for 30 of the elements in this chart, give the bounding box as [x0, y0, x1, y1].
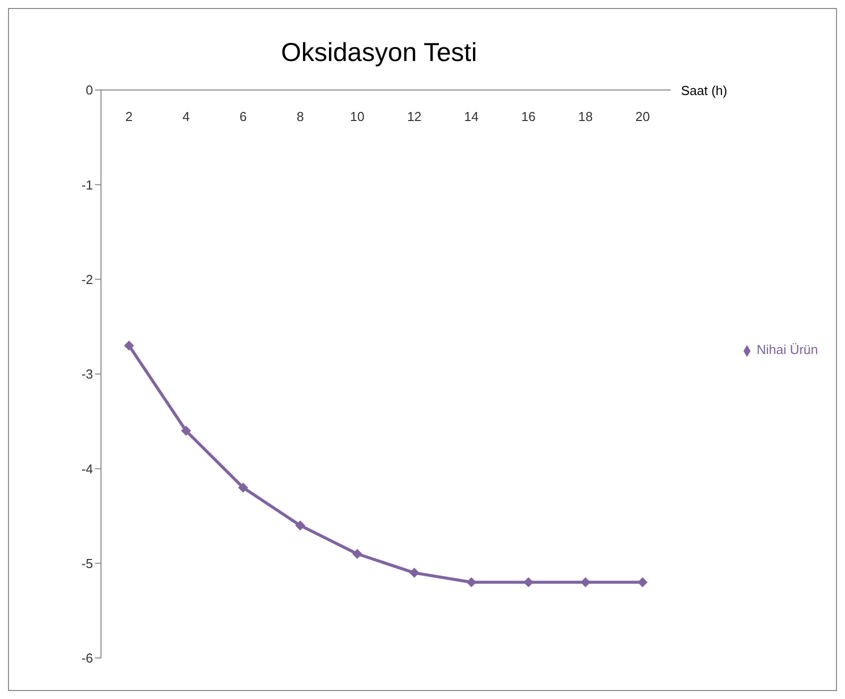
y-tick-label: 0 [86, 82, 93, 98]
y-tick-label: -6 [81, 650, 93, 666]
point [352, 548, 362, 559]
y-tick-label: -4 [81, 461, 93, 476]
point [638, 577, 648, 588]
point [238, 482, 248, 493]
x-tick-label: 14 [464, 109, 479, 124]
x-tick-label: 4 [182, 109, 190, 124]
legend-label: Nihai Ürün [756, 342, 818, 357]
chart-title: Oksidasyon Testi [280, 37, 478, 68]
point [181, 426, 192, 436]
x-tick-label: 16 [521, 109, 536, 124]
point [409, 568, 420, 578]
x-tick-label: 6 [240, 109, 247, 124]
y-tick-label: -1 [81, 177, 93, 192]
y-tick-label: -5 [81, 556, 93, 571]
x-tick-label: 18 [578, 109, 593, 124]
point [580, 577, 591, 588]
point [295, 520, 306, 530]
x-tick-label: 8 [296, 109, 304, 124]
y-tick-label: -2 [81, 272, 93, 287]
x-tick-label: 10 [350, 109, 364, 124]
point [124, 340, 134, 351]
x-tick-label: 2 [125, 109, 133, 124]
x-tick-label: 12 [407, 109, 422, 124]
point [466, 577, 476, 588]
x-tick-label: 20 [635, 109, 650, 124]
point [523, 577, 534, 588]
x-axis-title: Saat (h) [681, 83, 728, 98]
y-tick-label: -3 [81, 366, 93, 382]
